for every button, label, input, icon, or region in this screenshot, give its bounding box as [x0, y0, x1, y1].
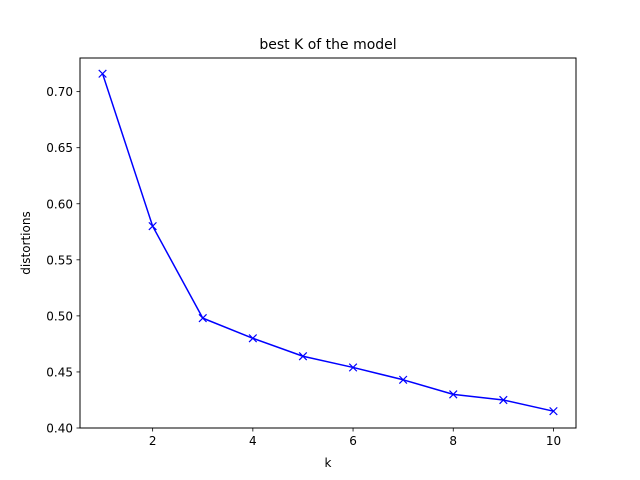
y-tick-label: 0.50 [46, 309, 73, 323]
series-line [101, 73, 554, 412]
data-point-marker [398, 375, 408, 385]
x-tick-label: 10 [546, 434, 561, 448]
data-point-marker [449, 390, 458, 399]
x-axis-label: k [325, 456, 332, 470]
plot-area [98, 69, 558, 416]
data-point-marker [549, 406, 558, 416]
axes-frame [79, 57, 577, 429]
x-tick-label: 2 [149, 434, 157, 448]
data-point-marker [98, 69, 107, 78]
y-tick-label: 0.55 [46, 253, 73, 267]
x-tick-label: 8 [449, 434, 457, 448]
data-point-marker [248, 334, 258, 343]
x-tick-label: 4 [249, 434, 257, 448]
data-point-marker [499, 395, 508, 405]
y-tick-label: 0.70 [46, 85, 73, 99]
chart-title: best K of the model [259, 37, 396, 53]
data-point-marker [198, 313, 207, 323]
data-point-marker [348, 363, 358, 372]
y-axis-label: distortions [19, 211, 33, 274]
data-point-marker [298, 352, 308, 361]
y-tick-label: 0.40 [46, 422, 73, 436]
data-point-marker [148, 221, 157, 231]
y-tick-label: 0.45 [46, 365, 73, 379]
y-tick-label: 0.60 [46, 197, 73, 211]
y-tick-label: 0.65 [46, 141, 73, 155]
x-tick-label: 6 [349, 434, 357, 448]
